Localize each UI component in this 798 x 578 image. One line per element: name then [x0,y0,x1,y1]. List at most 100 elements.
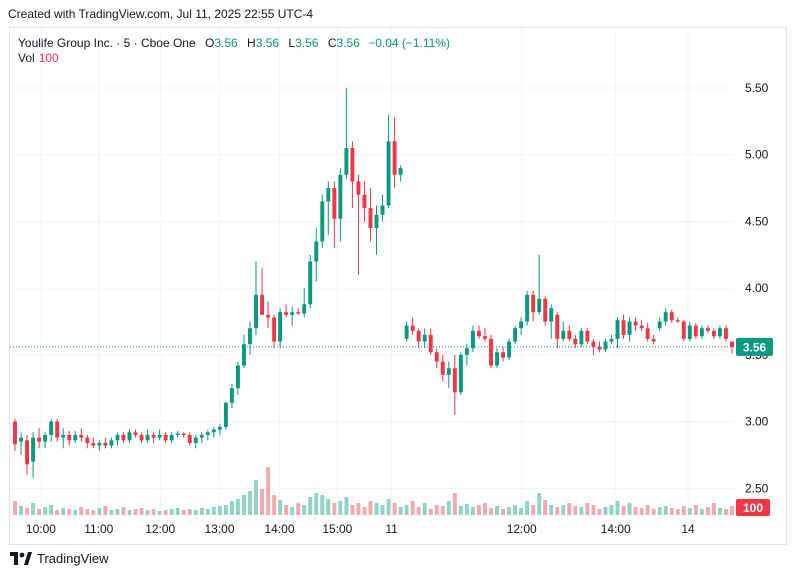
volume-bar [597,509,602,515]
volume-bar [67,509,72,515]
volume-bar [675,509,680,515]
volume-bar [115,509,120,515]
candle-body [217,426,222,430]
candle-body [229,388,234,403]
candle-body [561,330,566,339]
close-label: C [327,36,337,50]
volume-bar [585,503,590,515]
chart-legend: Youlife Group Inc. · 5 · Cboe One O3.56 … [18,35,450,51]
volume-bar [507,507,512,515]
volume-bar [314,493,319,515]
candle-body [597,346,602,350]
candle-body [199,434,204,438]
candle-body [410,325,415,331]
candle-body [25,440,30,465]
candle-body [85,437,90,443]
candle-body [730,341,734,347]
y-tick-label: 4.50 [745,214,769,228]
candle-body [717,328,722,337]
change-value: −0.04 (−1.11%) [368,36,451,50]
volume-bar [699,509,704,515]
candle-body [543,298,548,322]
candle-body [151,434,156,438]
volume-bar [627,503,632,515]
candle-body [669,312,674,321]
volume-bar [73,510,78,515]
volume-bar [513,505,518,515]
candle-body [615,320,620,339]
volume-bar [621,506,626,515]
candle-body [531,294,536,313]
volume-bar [193,510,198,515]
volume-bar [187,509,192,515]
candle-body [181,433,186,435]
candle-body [428,334,433,353]
volume-bar [724,509,728,515]
candle-body [489,338,493,366]
volume-bar [495,506,499,515]
volume-bar [199,508,204,515]
volume-bar [446,501,451,515]
created-with-caption: Created with TradingView.com, Jul 11, 20… [8,7,314,21]
volume-bar [338,501,343,515]
candle-body [705,328,710,331]
candle-body [386,141,391,206]
volume-bar [519,508,524,515]
volume-bar [85,509,90,515]
candle-body [266,314,271,318]
candle-body [55,421,60,438]
candle-body [260,294,264,315]
candle-body [302,304,307,314]
low-value: 3.56 [295,36,319,50]
tradingview-logo-icon [10,552,32,565]
volume-bar [151,509,156,515]
candle-body [404,325,409,339]
open-value: 3.56 [214,36,238,50]
volume-bar [326,499,331,515]
x-tick-label: 13:00 [204,522,234,536]
grid-lines [10,28,735,515]
candle-body [513,328,518,342]
candle-body [157,434,162,438]
volume-bar [248,491,252,515]
candle-body [440,361,445,375]
volume-bar [91,510,96,515]
candle-body [145,434,150,441]
candle-body [326,188,331,202]
candle-body [31,437,36,462]
candle-body [549,308,554,322]
volume-bar [452,493,457,515]
candle-body [79,434,84,438]
candle-body [422,334,427,342]
candle-body [633,321,638,326]
volume-bar [615,501,620,515]
candle-body [163,434,168,441]
last-price-overlay: 3.56 100 [10,337,773,516]
candle-body [362,194,367,209]
volume-bar [308,497,313,515]
candle-body [73,434,78,441]
tradingview-logo[interactable]: TradingView [10,551,109,566]
volume-bar [332,503,337,515]
volume-bar [223,505,228,515]
candle-body [332,188,337,219]
volume-bar [157,511,162,515]
candle-body [19,437,23,442]
candle-body [681,321,686,339]
volume-bar [440,506,445,515]
volume-bar [404,505,409,515]
low-label: L [288,36,296,50]
volume-bar [561,505,566,515]
candle-body [350,148,355,182]
volume-bar [211,507,216,515]
x-tick-label: 14:00 [264,522,294,536]
volume-bar [669,508,674,515]
x-tick-label: 14:00 [601,522,631,536]
candle-body [675,320,680,322]
symbol-title[interactable]: Youlife Group Inc. · 5 · Cboe One [18,36,196,50]
volume-label[interactable]: Vol [18,51,35,65]
x-tick-label: 14 [681,522,695,536]
volume-bar [645,505,650,515]
volume-bar [633,507,638,515]
